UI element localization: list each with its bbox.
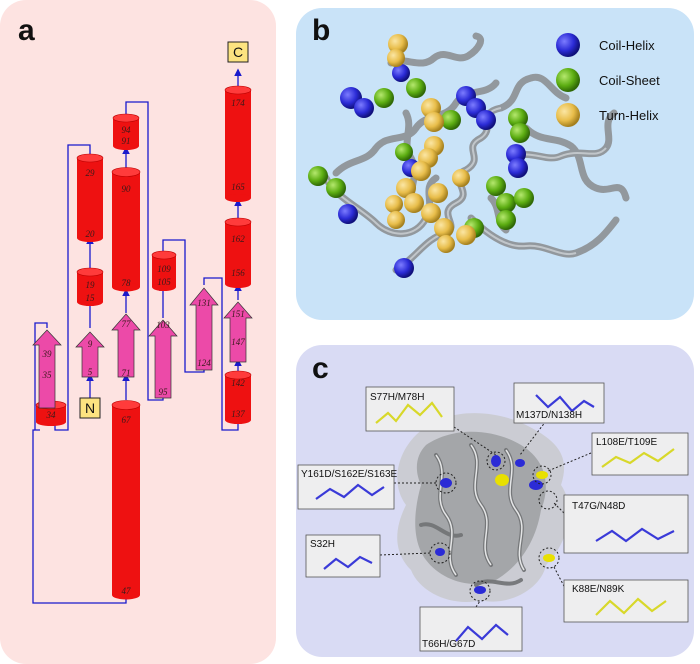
helix-156-bottom-label: 156 [231,268,245,278]
legend-item-coil-sheet: Coil-Sheet [556,68,660,92]
site-circles [429,451,560,602]
inset-l108e-t109e: L108E/T109E [591,432,689,476]
inset-s32h: S32H [305,534,381,578]
helix-105-bottom-label: 105 [157,277,171,287]
legend-item-coil-helix: Coil-Helix [556,33,655,57]
mutation-sites-render: S77H/M78H M137D/N138H L108E/T109E Y161D/… [297,382,689,652]
cartoon-highlight [435,444,525,576]
strand-124-top-label: 131 [197,298,211,308]
turn-helix-swatch [556,103,580,127]
panel-c-label: c [312,352,329,385]
strand-95: 103 95 [148,319,178,399]
svg-text:T66H/G67D: T66H/G67D [422,639,475,650]
svg-text:S32H: S32H [310,539,335,550]
svg-text:L108E/T109E: L108E/T109E [596,437,657,448]
helix-15-bottom-label: 15 [86,293,96,303]
inset-m137d-n138h: M137D/N138H [513,382,605,424]
svg-text:Coil-Helix: Coil-Helix [599,38,655,53]
helix-47-bottom-label: 47 [122,586,132,596]
helix-78-bottom-label: 78 [122,278,132,288]
svg-text:C: C [233,44,243,60]
svg-text:M137D/N138H: M137D/N138H [516,410,582,421]
svg-text:Coil-Sheet: Coil-Sheet [599,73,660,88]
svg-text:K88E/N89K: K88E/N89K [572,584,625,595]
helix-105-top-label: 109 [157,264,171,274]
helix-105: 109 105 [151,250,177,291]
strand-71-bottom-label: 71 [122,368,131,378]
coil-sheet-swatch [556,68,580,92]
inset-t66h-g67d: T66H/G67D [419,606,523,652]
strand-95-top-label: 103 [156,320,170,330]
strand-71-top-label: 77 [122,319,132,329]
svg-text:N: N [85,400,95,416]
svg-text:S77H/M78H: S77H/M78H [370,392,424,403]
helix-91-top-label: 94 [122,125,132,135]
protein-structure-render: Coil-Helix Coil-Sheet Turn-Helix [308,32,660,278]
panel-b-label: b [312,14,331,47]
strand-147-top-label: 151 [231,309,245,319]
ribbon-highlight [325,107,607,271]
strand-35: 39 35 [32,329,62,409]
topology-diagram: 34 19 15 29 20 67 47 90 78 94 91 [32,41,253,604]
legend-item-turn-helix: Turn-Helix [556,103,659,127]
helix-20: 29 20 [76,153,104,242]
helix-165-bottom-label: 165 [231,182,245,192]
helix-78-top-label: 90 [122,184,132,194]
strand-71: 77 71 [111,313,141,378]
helix-91: 94 91 [112,113,140,150]
helix-156-top-label: 162 [231,234,245,244]
c-terminus: C [227,41,249,63]
strand-5-top-label: 9 [88,339,93,349]
strand-35-bottom-label: 35 [42,370,53,380]
strand-147-bottom-label: 147 [231,337,245,347]
inset-k88e-n89k: K88E/N89K [563,579,689,623]
strand-124: 131 124 [189,287,219,371]
helix-20-bottom-label: 20 [86,229,96,239]
helix-137-bottom-label: 137 [231,409,245,419]
inset-s77h-m78h: S77H/M78H [365,386,455,432]
helix-15-top-label: 19 [86,280,96,290]
helix-156: 162 156 [224,217,252,288]
helix-165: 174 165 [224,85,252,202]
helix-137: 142 137 [224,370,252,424]
turn-helix-spheres [385,34,476,253]
coil-helix-swatch [556,33,580,57]
structure-panel [296,8,694,320]
strand-5: 9 5 [75,331,105,378]
strand-147: 151 147 [223,301,253,363]
helix-47-top-label: 67 [122,415,132,425]
n-terminus: N [79,397,101,419]
inset-t47g-n48d: T47G/N48D [563,494,689,554]
panel-a-label: a [18,14,35,47]
helix-15: 19 15 [76,267,104,306]
strand-95-bottom-label: 95 [159,387,169,397]
site-markers [435,455,555,594]
helix-47: 67 47 [111,400,141,600]
svg-text:Y161D/S162E/S163E: Y161D/S162E/S163E [301,469,398,480]
coil-helix-spheres [338,64,528,278]
helix-78: 90 78 [111,167,141,292]
inset-y161d-s162e-s163e: Y161D/S162E/S163E [297,464,398,510]
helix-34-label: 34 [46,410,57,420]
helix-20-top-label: 29 [86,168,96,178]
helix-137-top-label: 142 [231,378,245,388]
helix-165-top-label: 174 [231,98,245,108]
helix-91-bottom-label: 91 [122,136,131,146]
coil-sheet-spheres [308,78,534,238]
strand-124-bottom-label: 124 [197,358,211,368]
legend: Coil-Helix Coil-Sheet Turn-Helix [556,33,660,127]
svg-text:T47G/N48D: T47G/N48D [572,501,625,512]
svg-text:Turn-Helix: Turn-Helix [599,108,659,123]
strand-5-bottom-label: 5 [88,367,93,377]
strand-35-top-label: 39 [42,349,53,359]
